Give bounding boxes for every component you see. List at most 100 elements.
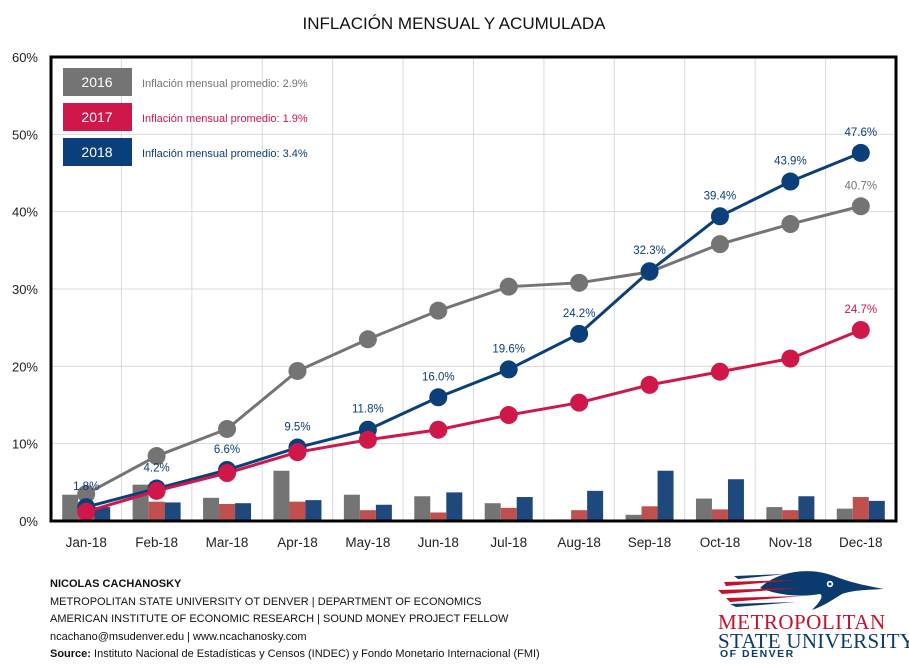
data-label-2018: 47.6% bbox=[844, 127, 877, 139]
data-label-2016: 40.7% bbox=[844, 180, 877, 192]
bar-2018-Jan-18 bbox=[94, 507, 111, 521]
bar-2018-Mar-18 bbox=[235, 503, 252, 521]
footer-affiliation-1: METROPOLITAN STATE UNIVERSITY OT DENVER … bbox=[50, 595, 482, 608]
legend-text-2016: Inflación mensual promedio: 2.9% bbox=[142, 78, 308, 90]
data-label-2018: 1.8% bbox=[73, 481, 99, 493]
point-2018-Sep-18 bbox=[640, 262, 659, 281]
data-label-2017: 24.7% bbox=[844, 304, 877, 316]
bar-2018-Jul-18 bbox=[516, 497, 533, 521]
bar-2017-Apr-18 bbox=[289, 501, 306, 521]
logo-state-university: STATE UNIVERSITY bbox=[718, 629, 909, 653]
bar-2016-Jun-18 bbox=[414, 496, 431, 521]
point-2017-Feb-18 bbox=[147, 481, 166, 500]
x-tick-label: Feb-18 bbox=[135, 535, 178, 550]
data-label-2018: 32.3% bbox=[633, 245, 666, 257]
bar-2017-Jun-18 bbox=[430, 512, 447, 521]
point-2016-Jul-18 bbox=[499, 277, 518, 296]
legend-year-2016: 2016 bbox=[81, 74, 112, 90]
bar-2016-May-18 bbox=[343, 494, 360, 521]
source-label: Source: bbox=[50, 648, 91, 660]
point-2016-Jun-18 bbox=[429, 301, 448, 320]
bar-2017-Mar-18 bbox=[219, 503, 236, 521]
point-2018-Dec-18 bbox=[851, 143, 870, 162]
bar-2018-Oct-18 bbox=[727, 479, 744, 521]
inflation-chart: INFLACIÓN MENSUAL Y ACUMULADA 0% 10% 20% 30… bbox=[12, 14, 898, 550]
y-tick-label: 0% bbox=[19, 514, 38, 529]
footer-contact: ncachano@msudenver.edu | www.ncachanosky… bbox=[50, 630, 307, 643]
data-label-2018: 19.6% bbox=[492, 343, 525, 355]
bar-2017-Aug-18 bbox=[571, 510, 588, 521]
point-2017-Mar-18 bbox=[218, 464, 237, 483]
bar-2017-Sep-18 bbox=[641, 506, 658, 521]
monthly-bars bbox=[62, 470, 885, 521]
point-2017-Nov-18 bbox=[781, 349, 800, 368]
bar-2017-Dec-18 bbox=[852, 497, 869, 521]
y-tick-label: 50% bbox=[12, 127, 38, 142]
point-2017-Dec-18 bbox=[851, 320, 870, 339]
source-text: Instituto Nacional de Estadísticas y Cen… bbox=[90, 648, 540, 660]
bar-2017-Oct-18 bbox=[711, 509, 728, 521]
data-label-2018: 16.0% bbox=[422, 371, 455, 383]
bar-2018-Jun-18 bbox=[446, 492, 463, 521]
point-2016-Jan-18 bbox=[77, 484, 96, 503]
x-tick-label: Jan-18 bbox=[66, 535, 107, 550]
point-2017-Jan-18 bbox=[77, 502, 96, 521]
data-label-2018: 9.5% bbox=[284, 422, 310, 434]
bar-2016-Nov-18 bbox=[766, 507, 783, 521]
bar-2016-Jan-18 bbox=[62, 494, 79, 521]
footer: NICOLAS CACHANOSKY METROPOLITAN STATE UN… bbox=[50, 576, 540, 664]
y-tick-label: 60% bbox=[12, 50, 38, 65]
y-tick-label: 10% bbox=[12, 437, 38, 452]
data-label-2018: 11.8% bbox=[352, 404, 384, 416]
bar-2018-Nov-18 bbox=[798, 496, 815, 521]
legend-swatch-2018 bbox=[63, 138, 132, 166]
y-axis: 0% 10% 20% 30% 40% 50% 60% bbox=[12, 50, 38, 529]
bar-2017-Nov-18 bbox=[782, 510, 799, 521]
bar-2017-Jul-18 bbox=[500, 507, 517, 521]
y-tick-label: 40% bbox=[12, 205, 38, 220]
x-tick-label: Oct-18 bbox=[700, 535, 741, 550]
legend-text-2018: Inflación mensual promedio: 3.4% bbox=[142, 148, 308, 160]
cumulative-points bbox=[77, 143, 870, 521]
plot-frame bbox=[49, 55, 898, 523]
point-2017-Apr-18 bbox=[288, 443, 307, 462]
point-2018-Nov-18 bbox=[781, 172, 800, 191]
x-tick-label: Mar-18 bbox=[206, 535, 249, 550]
bar-2016-Sep-18 bbox=[625, 514, 642, 521]
point-2018-Jun-18 bbox=[429, 388, 448, 407]
x-tick-label: Sep-18 bbox=[628, 535, 672, 550]
data-label-2018: 39.4% bbox=[704, 190, 737, 202]
y-tick-label: 20% bbox=[12, 359, 38, 374]
bar-2016-Dec-18 bbox=[836, 508, 853, 521]
point-2016-Aug-18 bbox=[570, 273, 589, 292]
logo-text-state-university: STATE UNIVERSITYSM bbox=[718, 629, 909, 654]
point-2016-Apr-18 bbox=[288, 361, 307, 380]
point-2018-Oct-18 bbox=[710, 207, 729, 226]
gridlines bbox=[51, 56, 896, 522]
bar-2016-Apr-18 bbox=[273, 470, 290, 521]
roadrunner-icon bbox=[718, 571, 884, 610]
bar-2018-Apr-18 bbox=[305, 500, 322, 521]
legend-swatch-2017 bbox=[63, 103, 132, 131]
logo-text-metropolitan: METROPOLITAN bbox=[718, 610, 886, 634]
x-tick-label: Apr-18 bbox=[277, 535, 318, 550]
x-tick-label: May-18 bbox=[345, 535, 390, 550]
footer-affiliation-2: AMERICAN INSTITUTE OF ECONOMIC RESEARCH … bbox=[50, 613, 509, 625]
footer-author: NICOLAS CACHANOSKY bbox=[50, 578, 182, 590]
point-2017-Aug-18 bbox=[570, 393, 589, 412]
bar-2018-Aug-18 bbox=[587, 490, 604, 521]
data-labels: 40.7% 24.7% 1.8% 4.2% 6.6% 9.5% 11.8% 16.0% 19.6… bbox=[73, 127, 877, 493]
bar-2018-May-18 bbox=[375, 504, 392, 521]
bar-2016-Jul-18 bbox=[484, 503, 501, 521]
point-2017-Oct-18 bbox=[710, 362, 729, 381]
point-2016-Nov-18 bbox=[781, 215, 800, 234]
point-2017-Jun-18 bbox=[429, 420, 448, 439]
x-tick-label: Nov-18 bbox=[769, 535, 813, 550]
x-axis: Jan-18 Feb-18 Mar-18 Apr-18 May-18 Jun-18 Jul-… bbox=[66, 535, 883, 550]
point-2016-Dec-18 bbox=[851, 197, 870, 216]
point-2017-May-18 bbox=[358, 430, 377, 449]
cumulative-lines bbox=[85, 151, 862, 514]
bar-2016-Mar-18 bbox=[203, 497, 220, 521]
line-2017 bbox=[85, 328, 862, 514]
x-tick-label: Dec-18 bbox=[839, 535, 883, 550]
